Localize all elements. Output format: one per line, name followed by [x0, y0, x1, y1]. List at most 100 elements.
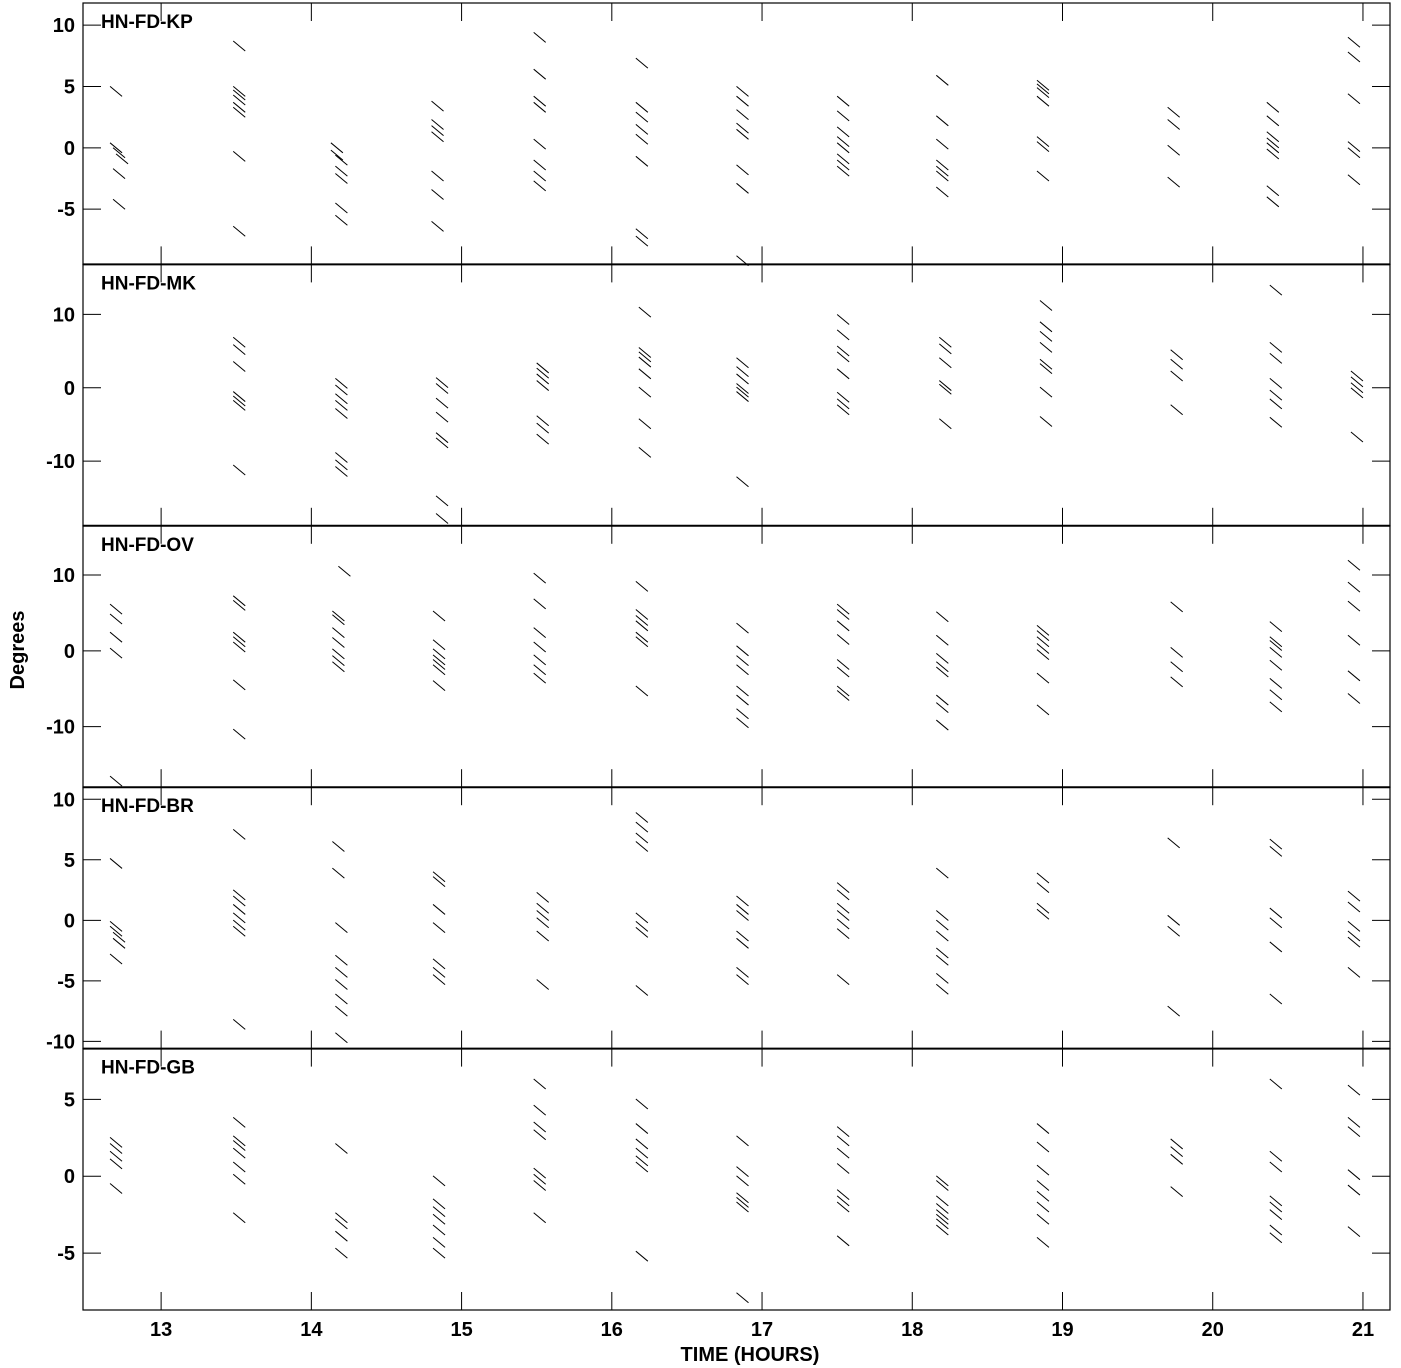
data-point	[115, 153, 129, 165]
data-point	[635, 155, 649, 167]
y-tick-label: 5	[64, 1089, 75, 1111]
data-point	[1347, 147, 1361, 159]
panel-hn-fd-gb: HN-FD-GB -5 0 5	[57, 1047, 1391, 1311]
data-point	[112, 937, 126, 949]
y-tick-label: -10	[46, 451, 75, 473]
data-point	[536, 362, 550, 374]
data-point	[836, 314, 850, 325]
data-point	[533, 1078, 547, 1090]
data-point	[432, 654, 446, 666]
data-point	[836, 1195, 850, 1207]
data-point	[533, 159, 547, 171]
x-tick-label: 18	[901, 1319, 923, 1341]
data-point	[533, 138, 547, 150]
data-point	[935, 666, 949, 678]
data-point	[232, 679, 246, 691]
data-point	[736, 937, 749, 949]
data-point	[533, 1167, 547, 1179]
data-point	[1167, 1005, 1180, 1017]
data-point	[836, 398, 850, 410]
data-point	[1269, 917, 1283, 929]
data-point	[1170, 661, 1183, 673]
data-point	[836, 690, 850, 701]
data-point	[435, 432, 449, 444]
data-point	[232, 94, 246, 106]
data-point	[432, 876, 446, 887]
data-point	[1347, 581, 1361, 593]
data-point	[736, 966, 749, 978]
x-tick-label: 14	[300, 1319, 323, 1341]
data-point	[1269, 907, 1283, 919]
data-point	[935, 1180, 949, 1191]
y-tick-label: -10	[46, 717, 75, 739]
data-point	[435, 383, 449, 394]
data-point	[1269, 838, 1283, 850]
panel-frame	[82, 1047, 1391, 1311]
data-point	[1167, 925, 1180, 937]
data-point	[109, 142, 123, 154]
data-point	[638, 368, 652, 380]
data-point	[1269, 646, 1283, 658]
data-point	[1039, 363, 1053, 375]
data-point	[1269, 941, 1283, 953]
data-point	[1036, 141, 1050, 152]
data-point	[335, 979, 348, 990]
data-point	[1269, 1161, 1283, 1173]
data-point	[533, 1104, 547, 1116]
data-point	[1039, 358, 1053, 370]
data-point	[536, 910, 550, 921]
data-point	[332, 610, 345, 622]
data-point	[938, 343, 952, 355]
data-point	[635, 832, 649, 844]
data-point	[1036, 872, 1050, 884]
data-point	[1269, 416, 1283, 428]
data-point	[736, 1201, 749, 1213]
data-point	[1170, 1153, 1183, 1165]
data-point	[1347, 93, 1361, 105]
data-point	[1269, 389, 1283, 401]
data-point	[635, 812, 649, 823]
data-point	[836, 329, 850, 341]
data-point	[330, 142, 344, 154]
data-point	[232, 641, 246, 653]
data-point	[935, 1218, 949, 1230]
y-tick-label: -5	[57, 1243, 75, 1265]
data-point	[232, 40, 246, 52]
data-point	[736, 1192, 749, 1204]
data-point	[635, 101, 649, 113]
data-point	[232, 1140, 246, 1151]
data-point	[432, 648, 446, 660]
data-point	[431, 119, 444, 130]
data-point	[635, 1098, 649, 1110]
data-point	[836, 1147, 850, 1159]
data-point	[736, 974, 749, 986]
data-point	[431, 125, 444, 137]
data-point	[1036, 1213, 1050, 1225]
data-point	[232, 151, 246, 162]
data-point	[335, 966, 348, 978]
data-point	[432, 966, 446, 978]
data-point	[232, 1147, 246, 1159]
data-point	[232, 728, 246, 740]
data-point	[1347, 1226, 1361, 1237]
data-point	[635, 620, 649, 632]
panel-hn-fd-kp: HN-FD-KP -5 0 5 10	[53, 2, 1391, 267]
data-point	[935, 1195, 949, 1207]
data-point	[1269, 1078, 1283, 1090]
data-point	[533, 101, 547, 113]
data-point	[935, 634, 949, 646]
data-point	[1039, 341, 1053, 353]
data-point	[1036, 902, 1050, 914]
data-point	[1347, 920, 1361, 932]
data-point	[836, 142, 850, 154]
data-point	[112, 168, 126, 179]
data-point	[536, 422, 550, 434]
data-point	[1269, 284, 1283, 296]
data-point	[836, 1135, 850, 1147]
data-point	[1036, 1141, 1050, 1153]
data-point	[1266, 196, 1280, 208]
data-point	[736, 1292, 749, 1304]
panel-title: HN-FD-MK	[101, 273, 196, 294]
data-point	[432, 904, 446, 915]
data-point	[109, 1143, 123, 1154]
